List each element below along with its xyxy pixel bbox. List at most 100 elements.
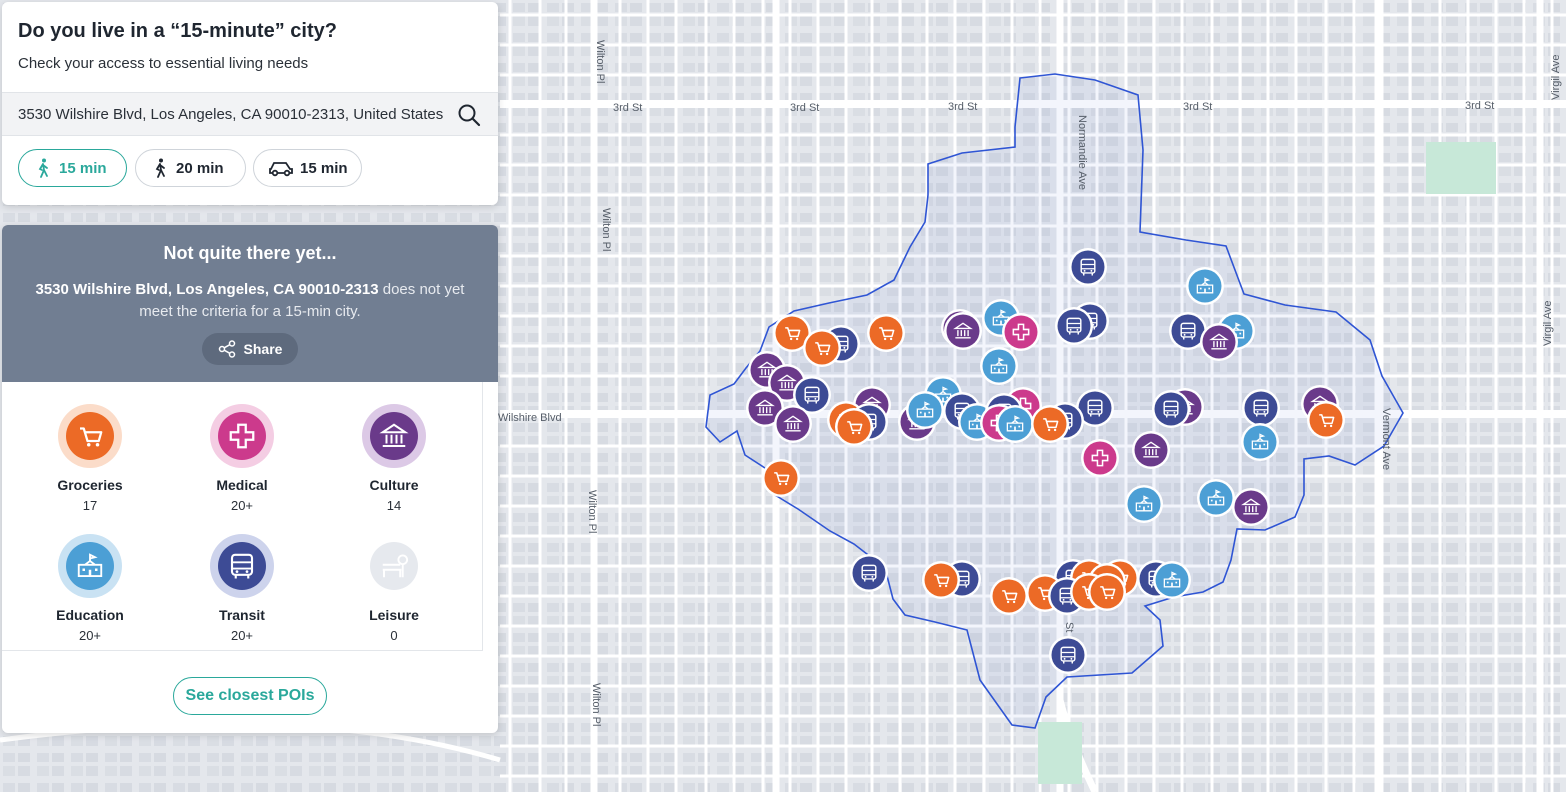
poi-marker[interactable]: [906, 391, 944, 429]
poi-marker[interactable]: [1049, 636, 1087, 674]
poi-marker[interactable]: [746, 389, 784, 427]
category-name: Groceries: [57, 477, 123, 493]
street-label: Wilton Pl: [586, 490, 598, 533]
poi-marker[interactable]: [1153, 561, 1191, 599]
school-icon: [1251, 433, 1269, 450]
cart-icon: [879, 327, 895, 341]
poi-marker[interactable]: [774, 405, 812, 443]
search-icon[interactable]: [456, 102, 482, 128]
result-heading: Not quite there yet...: [163, 243, 337, 263]
poi-marker[interactable]: [990, 577, 1028, 615]
museum-icon: [777, 374, 797, 391]
poi-marker[interactable]: [803, 329, 841, 367]
poi-marker[interactable]: [773, 314, 811, 352]
mode-walk-15-button[interactable]: 15 min: [18, 149, 127, 187]
mode-label: 15 min: [300, 159, 348, 177]
poi-marker[interactable]: [867, 314, 905, 352]
category-count: 20+: [230, 498, 254, 513]
share-label: Share: [243, 341, 283, 357]
poi-marker[interactable]: [980, 347, 1018, 385]
category-ring: [362, 404, 426, 468]
address-search-input[interactable]: [18, 93, 450, 135]
bus-icon: [1163, 400, 1179, 418]
bus-icon: [1066, 317, 1082, 335]
museum-icon: [757, 361, 777, 378]
school-icon: [990, 357, 1008, 374]
bus-icon: [1087, 399, 1103, 417]
cart-icon: [847, 421, 863, 435]
school-icon: [916, 401, 934, 418]
bus-icon: [861, 564, 877, 582]
poi-marker[interactable]: [1076, 389, 1114, 427]
category-ring: [362, 534, 426, 598]
poi-marker[interactable]: [850, 554, 888, 592]
poi-marker[interactable]: [1169, 312, 1207, 350]
poi-marker[interactable]: [922, 561, 960, 599]
poi-marker[interactable]: [1069, 248, 1107, 286]
school-icon: [1207, 489, 1225, 506]
poi-marker[interactable]: [1088, 573, 1126, 611]
category-count: 20+: [78, 628, 102, 643]
cart-icon: [934, 574, 950, 588]
see-closest-pois-button[interactable]: See closest POIs: [173, 677, 327, 715]
cart-icon: [1319, 414, 1335, 428]
street-label: Wilshire Blvd: [498, 412, 562, 424]
poi-marker[interactable]: [1200, 323, 1238, 361]
bus-icon: [1253, 399, 1269, 417]
poi-marker[interactable]: [793, 376, 831, 414]
poi-marker[interactable]: [1232, 488, 1270, 526]
car-icon: [269, 162, 293, 177]
street-label: 3rd St: [1183, 101, 1212, 113]
category-name: Education: [56, 607, 124, 623]
mode-walk-20-button[interactable]: 20 min: [135, 149, 246, 187]
result-banner: Not quite there yet... 3530 Wilshire Blv…: [2, 225, 498, 382]
poi-marker[interactable]: [1081, 439, 1119, 477]
share-icon: [218, 340, 235, 358]
result-panel: Not quite there yet... 3530 Wilshire Blv…: [2, 225, 498, 733]
category-name: Leisure: [369, 607, 419, 623]
mode-label: 20 min: [176, 159, 224, 177]
category-name: Transit: [219, 607, 265, 623]
poi-marker[interactable]: [762, 459, 800, 497]
poi-marker[interactable]: [1241, 423, 1279, 461]
poi-marker[interactable]: [1002, 313, 1040, 351]
category-count: 17: [82, 498, 98, 513]
mode-label: 15 min: [59, 159, 107, 177]
bus-icon: [218, 542, 266, 590]
share-button[interactable]: Share: [202, 333, 298, 365]
panel-title: Do you live in a “15-minute” city?: [18, 20, 337, 42]
street-label: Wilton Pl: [590, 683, 602, 726]
poi-marker[interactable]: [1307, 401, 1345, 439]
category-ring: [58, 404, 122, 468]
mode-drive-15-button[interactable]: 15 min: [253, 149, 362, 187]
poi-marker[interactable]: [835, 408, 873, 446]
poi-marker[interactable]: [1186, 267, 1224, 305]
school-icon: [1196, 277, 1214, 294]
cart-icon: [1002, 590, 1018, 604]
category-name: Medical: [216, 477, 268, 493]
school-icon: [66, 542, 114, 590]
street-label: Wilton Pl: [600, 208, 612, 251]
poi-marker[interactable]: [1031, 405, 1069, 443]
park-bench-icon: [370, 542, 418, 590]
poi-marker[interactable]: [1197, 479, 1235, 517]
bus-icon: [804, 386, 820, 404]
panel-subtitle: Check your access to essential living ne…: [18, 55, 309, 72]
poi-marker[interactable]: [1152, 390, 1190, 428]
cart-icon: [774, 472, 790, 486]
category-ring: [210, 404, 274, 468]
category-count: 20+: [230, 628, 254, 643]
poi-marker[interactable]: [1242, 389, 1280, 427]
cart-icon: [1100, 586, 1116, 600]
school-icon: [1163, 571, 1181, 588]
poi-marker[interactable]: [996, 405, 1034, 443]
street-label: 3rd St: [613, 102, 642, 114]
isochrone-area: [705, 73, 1404, 729]
poi-marker[interactable]: [1132, 431, 1170, 469]
poi-marker[interactable]: [1055, 307, 1093, 345]
museum-icon: [1141, 441, 1161, 458]
cart-icon: [785, 327, 801, 341]
cart-icon: [1043, 418, 1059, 432]
poi-marker[interactable]: [944, 312, 982, 350]
poi-marker[interactable]: [1125, 485, 1163, 523]
